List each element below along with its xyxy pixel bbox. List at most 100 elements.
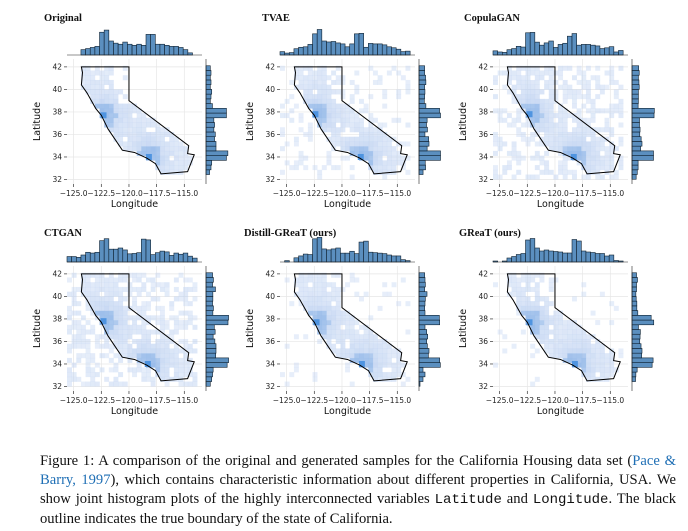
x-tick-label: −115.0 xyxy=(383,189,411,198)
marginal-right-hist xyxy=(205,59,229,184)
y-tick-label: 42 xyxy=(52,269,62,278)
y-tick-label: 42 xyxy=(265,269,275,278)
x-axis-label: Longitude xyxy=(111,199,158,210)
citation-link[interactable]: Pace & Barry, 1997 xyxy=(40,453,676,488)
y-tick-label: 38 xyxy=(478,107,488,116)
y-tick-label: 34 xyxy=(52,152,62,161)
x-tick-label: −120.0 xyxy=(328,189,356,198)
variable-longitude: Longitude xyxy=(532,492,609,508)
y-axis-label: Latitude xyxy=(458,102,469,141)
y-tick-label: 34 xyxy=(52,359,62,368)
california-outline xyxy=(506,66,621,175)
marginal-right-hist xyxy=(418,266,441,391)
x-tick-label: −122.5 xyxy=(87,396,115,405)
heatmap-cells xyxy=(493,65,624,180)
y-tick-label: 38 xyxy=(478,314,488,323)
hotspot-2 xyxy=(144,360,151,367)
x-axis-label: Longitude xyxy=(537,199,584,210)
x-tick-label: −125.0 xyxy=(273,396,301,405)
panel-title: GReaT (ours) xyxy=(459,228,521,239)
marginal-right-hist xyxy=(631,266,655,391)
y-tick-label: 32 xyxy=(52,382,62,391)
y-tick-label: 40 xyxy=(265,85,275,94)
x-axis-label: Longitude xyxy=(324,199,371,210)
y-axis-label: Latitude xyxy=(245,102,256,141)
y-tick-label: 34 xyxy=(265,359,275,368)
caption-label: Figure 1: xyxy=(40,453,95,469)
y-tick-label: 42 xyxy=(265,62,275,71)
marginal-top-hist xyxy=(492,238,628,263)
axes: −125.0 −122.5 −120.0 −117.5 −115.0 32 34 36 38 40… xyxy=(245,269,411,417)
x-tick-label: −122.5 xyxy=(513,396,541,405)
joint-plot-6: GReaT (ours) −125.0 −122.5 −120.0 −117.5 −115… xyxy=(458,228,655,417)
y-tick-label: 36 xyxy=(265,337,275,346)
x-axis-label: Longitude xyxy=(324,406,371,417)
joint-plot-4: CTGAN −125.0 −122.5 −120.0 −117.5 −115.0 32 34 3… xyxy=(32,228,229,417)
y-tick-label: 34 xyxy=(478,152,488,161)
marginal-top-hist xyxy=(279,29,415,56)
y-tick-label: 32 xyxy=(478,382,488,391)
marginal-top-hist xyxy=(280,237,415,263)
marginal-right-hist xyxy=(631,59,655,184)
x-tick-label: −122.5 xyxy=(300,396,328,405)
figure: Original −125.0 −122.5 −120.0 −117.5 −115.0 32… xyxy=(32,13,655,417)
california-outline xyxy=(506,273,621,382)
caption-text-2: ), which contains characteristic informa… xyxy=(40,472,677,507)
y-tick-label: 36 xyxy=(52,130,62,139)
heatmap-cells xyxy=(493,272,624,387)
hotspot-2 xyxy=(571,360,578,367)
x-tick-label: −122.5 xyxy=(300,189,328,198)
panel-title: CTGAN xyxy=(44,228,82,239)
x-tick-label: −120.0 xyxy=(541,396,569,405)
x-tick-label: −117.5 xyxy=(356,189,384,198)
caption-text-1: A comparison of the original and generat… xyxy=(94,453,633,469)
joint-plot-3: CopulaGAN −125.0 −122.5 −120.0 −117.5 −115.0 3… xyxy=(458,13,655,210)
y-axis-label: Latitude xyxy=(458,309,469,348)
joint-histogram-grid: Original−125.0 −122.5 −120.0 −117.5 −115.032… xyxy=(32,13,655,417)
x-tick-label: −115.0 xyxy=(596,396,624,405)
y-tick-label: 40 xyxy=(478,292,488,301)
panel-title: Distill-GReaT (ours) xyxy=(244,228,337,239)
california-outline xyxy=(293,66,408,175)
heatmap-cells xyxy=(280,272,411,387)
x-tick-label: −120.0 xyxy=(115,396,143,405)
hotspot-2 xyxy=(357,153,364,160)
y-tick-label: 34 xyxy=(265,152,275,161)
x-tick-label: −117.5 xyxy=(569,189,597,198)
heatmap-cells xyxy=(67,272,198,387)
marginal-top-hist xyxy=(66,238,202,263)
y-tick-label: 36 xyxy=(478,130,488,139)
y-tick-label: 38 xyxy=(265,107,275,116)
x-tick-label: −117.5 xyxy=(143,396,171,405)
variable-latitude: Latitude xyxy=(434,492,502,508)
hotspot-1 xyxy=(526,111,533,118)
y-tick-label: 32 xyxy=(265,175,275,184)
axes: −125.0 −122.5 −120.0 −117.5 −115.0 32 34 36 38 40… xyxy=(458,269,624,417)
california-outline xyxy=(293,273,408,382)
hotspot-1 xyxy=(312,111,319,118)
x-tick-label: −125.0 xyxy=(60,189,88,198)
caption-text-4: . The black outline indicates the true b… xyxy=(40,491,676,527)
x-tick-label: −115.0 xyxy=(170,189,198,198)
x-tick-label: −117.5 xyxy=(569,396,597,405)
x-tick-label: −120.0 xyxy=(115,189,143,198)
x-axis-label: Longitude xyxy=(111,406,158,417)
hotspot-2 xyxy=(570,153,577,160)
y-tick-label: 38 xyxy=(52,107,62,116)
x-tick-label: −115.0 xyxy=(596,189,624,198)
x-axis-label: Longitude xyxy=(537,406,584,417)
y-tick-label: 40 xyxy=(478,85,488,94)
marginal-top-hist xyxy=(492,32,628,56)
y-axis-label: Latitude xyxy=(245,309,256,348)
y-tick-label: 36 xyxy=(265,130,275,139)
hotspot-1 xyxy=(100,318,107,325)
y-tick-label: 40 xyxy=(265,292,275,301)
marginal-top-hist xyxy=(67,29,202,56)
x-tick-label: −125.0 xyxy=(486,396,514,405)
y-tick-label: 32 xyxy=(52,175,62,184)
x-tick-label: −115.0 xyxy=(383,396,411,405)
axes: −125.0 −122.5 −120.0 −117.5 −115.0 32 34 36 38 40… xyxy=(245,62,411,210)
x-tick-label: −122.5 xyxy=(513,189,541,198)
hotspot-1 xyxy=(526,319,533,326)
california-outline xyxy=(80,66,195,175)
